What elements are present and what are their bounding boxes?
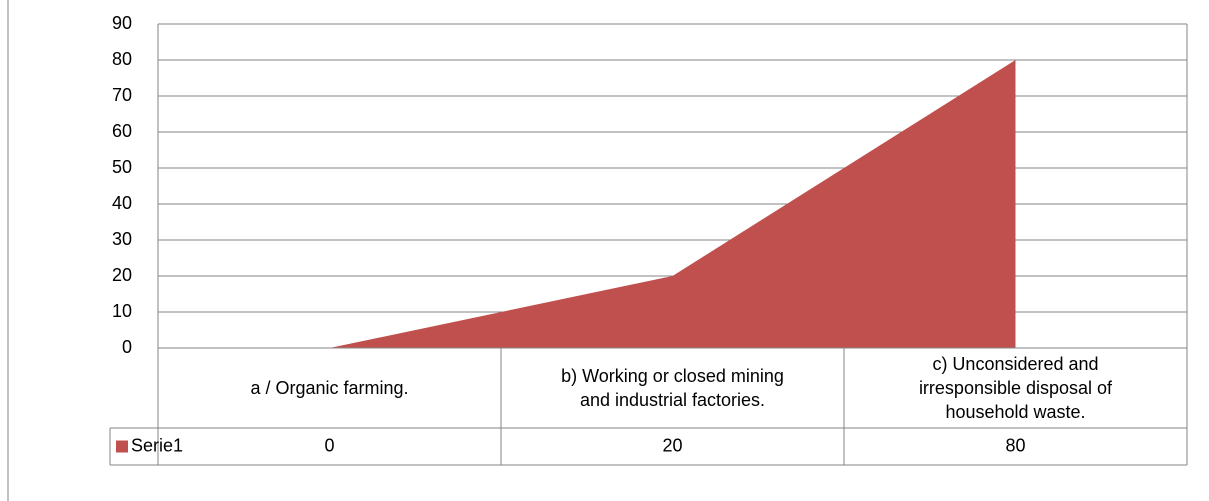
table-value: 80 — [1005, 435, 1025, 455]
legend-label: Serie1 — [131, 435, 183, 455]
category-label: b) Working or closed mining and industri… — [561, 366, 784, 410]
y-tick-label: 80 — [112, 49, 132, 69]
y-tick-label: 30 — [112, 229, 132, 249]
y-tick-label: 60 — [112, 121, 132, 141]
category-label: a / Organic farming. — [250, 378, 409, 398]
y-tick-label: 50 — [112, 157, 132, 177]
y-tick-label: 0 — [122, 337, 132, 357]
table-value: 0 — [324, 435, 334, 455]
y-tick-label: 40 — [112, 193, 132, 213]
y-tick-label: 90 — [112, 13, 132, 33]
y-tick-label: 10 — [112, 301, 132, 321]
legend-key — [116, 440, 128, 453]
y-tick-label: 20 — [112, 265, 132, 285]
y-tick-label: 70 — [112, 85, 132, 105]
category-label: c) Unconsidered and irresponsible dispos… — [918, 354, 1113, 422]
table-value: 20 — [662, 435, 682, 455]
area — [329, 60, 1016, 348]
